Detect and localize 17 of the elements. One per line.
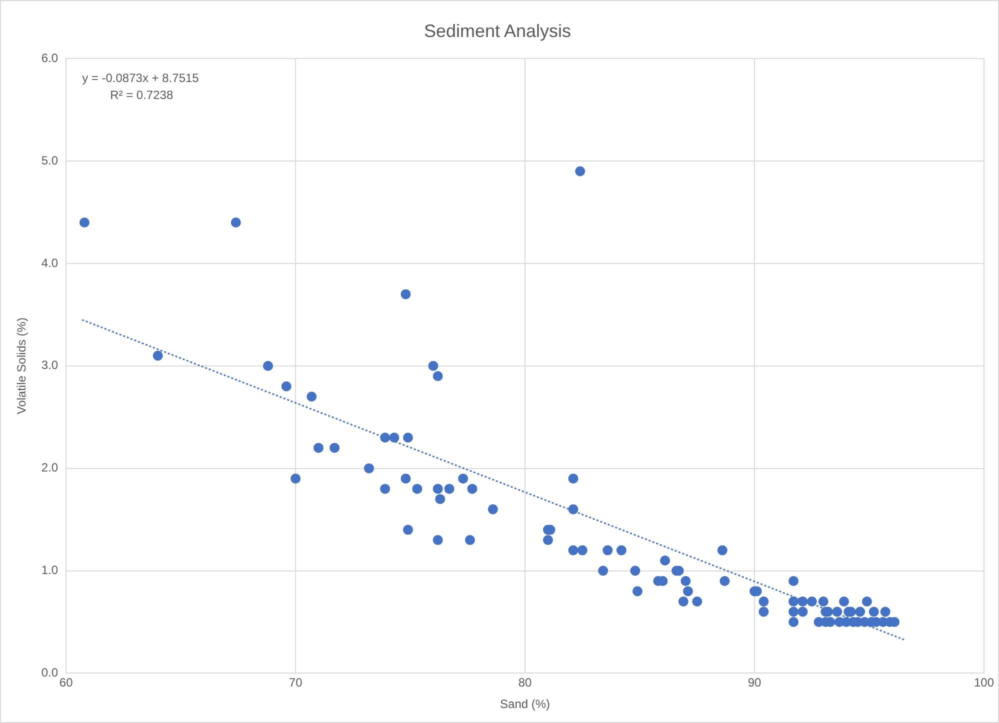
chart-title: Sediment Analysis [424, 20, 572, 41]
x-tick-label: 100 [974, 676, 994, 690]
y-axis-title: Volatile Solids (%) [14, 318, 29, 414]
x-tick-label: 90 [748, 676, 762, 690]
y-tick-label: 4.0 [41, 256, 58, 270]
x-axis-title: Sand (%) [500, 697, 550, 712]
annotation: R² = 0.7238 [110, 88, 174, 102]
y-tick-label: 5.0 [41, 153, 58, 168]
x-tick-label: 80 [518, 676, 532, 690]
x-tick-label: 70 [288, 676, 303, 690]
y-tick-label: 6.0 [41, 50, 58, 65]
x-tick-label: 60 [59, 676, 74, 690]
y-tick-label: 1.0 [41, 563, 58, 578]
y-tick-label: 2.0 [41, 460, 58, 475]
y-tick-label: 3.0 [41, 358, 58, 372]
y-tick-label: 0.0 [41, 666, 58, 680]
annotation: y = -0.0873x + 8.7515 [82, 70, 200, 85]
